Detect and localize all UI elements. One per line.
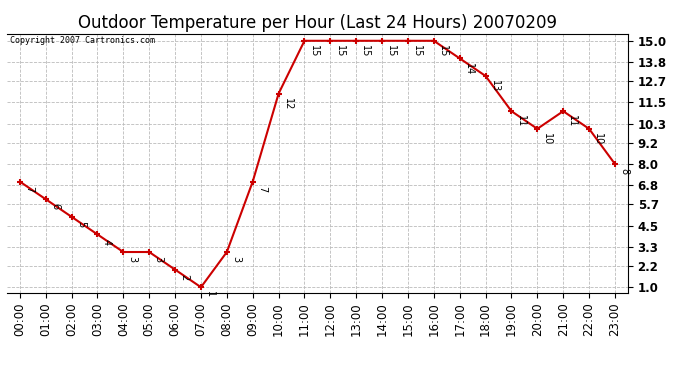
Text: 15: 15 [308, 45, 319, 57]
Text: 15: 15 [386, 45, 396, 57]
Text: 15: 15 [335, 45, 344, 57]
Text: 15: 15 [412, 45, 422, 57]
Text: 15: 15 [438, 45, 448, 57]
Text: 1: 1 [205, 291, 215, 297]
Text: 14: 14 [464, 63, 474, 75]
Text: 7: 7 [257, 186, 267, 192]
Text: 4: 4 [101, 238, 112, 245]
Text: 6: 6 [50, 203, 60, 210]
Title: Outdoor Temperature per Hour (Last 24 Hours) 20070209: Outdoor Temperature per Hour (Last 24 Ho… [78, 14, 557, 32]
Text: Copyright 2007 Cartronics.com: Copyright 2007 Cartronics.com [10, 36, 155, 45]
Text: 2: 2 [179, 274, 189, 280]
Text: 7: 7 [24, 186, 34, 192]
Text: 5: 5 [76, 221, 86, 227]
Text: 3: 3 [231, 256, 241, 262]
Text: 13: 13 [490, 80, 500, 92]
Text: 10: 10 [593, 133, 603, 145]
Text: 8: 8 [619, 168, 629, 174]
Text: 11: 11 [567, 116, 578, 128]
Text: 3: 3 [128, 256, 137, 262]
Text: 10: 10 [542, 133, 551, 145]
Text: 15: 15 [360, 45, 371, 57]
Text: 11: 11 [515, 116, 526, 128]
Text: 12: 12 [283, 98, 293, 110]
Text: 3: 3 [153, 256, 164, 262]
